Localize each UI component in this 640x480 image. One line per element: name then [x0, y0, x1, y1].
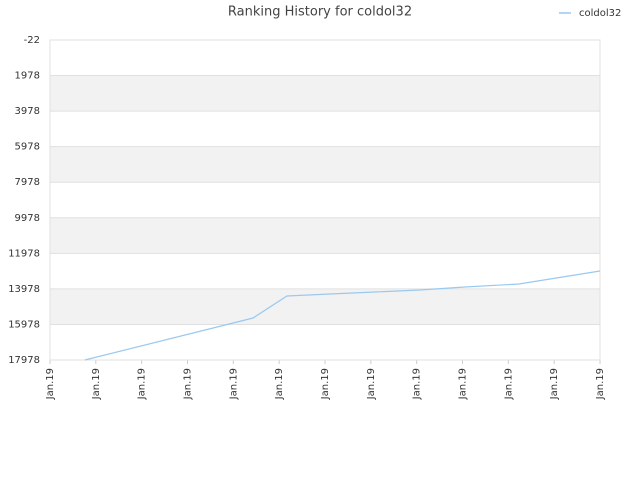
y-tick-label: -22 — [24, 35, 40, 46]
x-tick-label: Jan.19 — [45, 368, 56, 400]
y-tick-label: 17978 — [8, 355, 40, 366]
plot-frame — [49, 39, 601, 361]
x-tick-label: Jan.19 — [366, 368, 377, 400]
x-tick-label: Jan.19 — [137, 368, 148, 400]
x-tick-label: Jan.19 — [595, 368, 606, 400]
x-tick-label: Jan.19 — [320, 368, 331, 400]
x-tick-label: Jan.19 — [91, 368, 102, 400]
x-tick-label: Jan.19 — [549, 368, 560, 400]
x-tick-label: Jan.19 — [183, 368, 194, 400]
y-tick-label: 11978 — [8, 248, 40, 259]
y-tick-label: 7978 — [15, 177, 40, 188]
grid-band — [50, 217, 600, 254]
grid-band — [50, 75, 600, 112]
x-tick-label: Jan.19 — [412, 368, 423, 400]
x-tick-label: Jan.19 — [274, 368, 285, 400]
x-tick-label: Jan.19 — [228, 368, 239, 400]
y-tick-label: 3978 — [15, 106, 40, 117]
legend-label: coldol32 — [579, 8, 621, 19]
x-tick-label: Jan.19 — [458, 368, 469, 400]
data-line — [84, 270, 601, 361]
y-tick-label: 5978 — [15, 142, 40, 153]
grid-band — [50, 146, 600, 183]
y-tick-label: 1978 — [15, 71, 40, 82]
y-tick-label: 13978 — [8, 284, 40, 295]
y-tick-label: 9978 — [15, 213, 40, 224]
y-tick-label: 15978 — [8, 319, 40, 330]
x-tick-label: Jan.19 — [503, 368, 514, 400]
chart-title: Ranking History for coldol32 — [228, 5, 412, 20]
